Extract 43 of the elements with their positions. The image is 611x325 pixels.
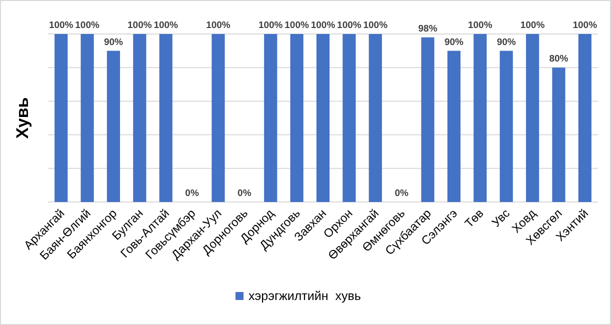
data-label: 100% <box>310 20 336 31</box>
bar <box>133 34 146 202</box>
data-label: 98% <box>418 23 438 34</box>
data-label: 100% <box>206 20 231 31</box>
bar <box>316 34 330 202</box>
data-label: 100% <box>75 20 100 31</box>
data-label: 0% <box>238 188 252 199</box>
bar <box>447 50 460 202</box>
bar <box>264 34 278 202</box>
data-label: 80% <box>549 54 569 65</box>
bar <box>500 50 513 202</box>
bar <box>80 34 94 202</box>
bar <box>54 34 68 202</box>
data-label: 100% <box>128 20 152 31</box>
data-label: 100% <box>468 20 493 31</box>
data-label: 0% <box>185 188 200 199</box>
x-tick-label: Төв <box>462 206 486 231</box>
bar <box>421 37 434 202</box>
bar <box>474 34 487 202</box>
data-label: 100% <box>258 20 284 31</box>
data-label: 100% <box>572 20 598 31</box>
bar <box>578 34 592 202</box>
data-label: 100% <box>154 20 179 31</box>
data-label: 100% <box>48 20 74 31</box>
data-label: 0% <box>394 188 409 199</box>
data-label: 90% <box>104 36 124 48</box>
y-axis-title: Хувь <box>13 97 32 139</box>
data-label: 100% <box>284 20 310 31</box>
bar <box>290 34 304 202</box>
bar <box>342 34 356 202</box>
bar <box>552 68 566 202</box>
data-label: 100% <box>520 20 546 31</box>
data-label: 100% <box>363 20 388 31</box>
data-label: 90% <box>496 36 516 48</box>
bar <box>368 34 382 202</box>
bar <box>526 34 540 202</box>
bar <box>159 34 172 202</box>
legend-label: хэрэгжилтийн хувь <box>248 289 361 303</box>
bar <box>106 50 120 202</box>
bar <box>212 34 225 202</box>
x-tick-label: Увс <box>488 206 512 230</box>
data-label: 90% <box>444 36 464 48</box>
data-label: 100% <box>337 20 362 31</box>
